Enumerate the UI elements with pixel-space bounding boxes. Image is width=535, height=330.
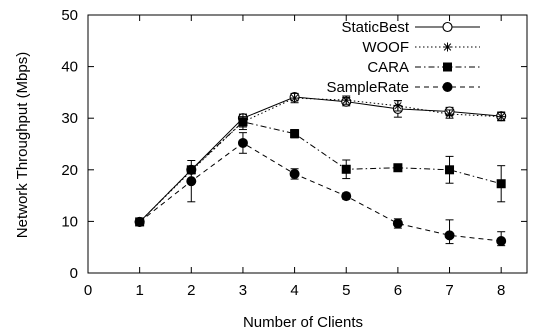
x-tick-label: 4 [290, 282, 298, 299]
plot-frame [87, 14, 528, 274]
marker-shape [341, 164, 351, 174]
x-tick-label: 5 [342, 282, 350, 299]
data-point-samplerate [392, 218, 403, 229]
y-tick-label: 30 [61, 110, 78, 127]
data-point-cara [496, 179, 506, 189]
marker-shape [496, 236, 507, 247]
series-samplerate [134, 132, 507, 247]
data-point-samplerate [237, 137, 248, 148]
marker-stroke [443, 43, 452, 51]
series-layer [134, 91, 507, 247]
legend: StaticBest WOOF CARA SampleRate [326, 19, 480, 96]
x-axis-label: Number of Clients [243, 314, 363, 330]
legend-label-cara: CARA [367, 59, 409, 76]
series-woof [135, 92, 506, 227]
data-point-samplerate [186, 176, 197, 187]
legend-label-staticbest: StaticBest [341, 19, 409, 36]
series-line-cara [139, 121, 502, 223]
x-tick-label: 2 [187, 282, 195, 299]
data-point-woof [445, 109, 455, 119]
marker-stroke [342, 96, 350, 104]
marker-shape [393, 163, 403, 173]
marker-shape [442, 21, 453, 33]
marker-shape [442, 82, 453, 92]
data-point-samplerate [134, 216, 145, 227]
series-cara [135, 116, 506, 227]
y-tick-label: 0 [70, 265, 78, 282]
marker-shape [290, 129, 300, 139]
x-tick-label: 3 [239, 282, 247, 299]
data-point-woof [496, 112, 506, 122]
marker-shape [445, 165, 455, 175]
marker-shape [443, 62, 452, 72]
marker-shape [238, 117, 248, 127]
x-tick-label: 1 [135, 282, 143, 299]
legend-entry-samplerate: SampleRate [326, 79, 480, 96]
legend-marker-samplerate [442, 82, 453, 92]
marker-shape [186, 176, 197, 187]
data-point-woof [393, 101, 403, 111]
marker-shape [289, 168, 300, 179]
legend-entry-staticbest: StaticBest [341, 19, 480, 36]
data-point-samplerate [341, 191, 352, 202]
legend-label-woof: WOOF [362, 39, 409, 56]
marker-stroke [497, 112, 505, 121]
marker-shape [444, 230, 455, 241]
y-tick-label: 50 [61, 7, 78, 24]
marker-shape [392, 218, 403, 229]
series-line-samplerate [139, 142, 502, 242]
data-point-samplerate [496, 236, 507, 247]
series-staticbest [134, 91, 507, 227]
x-tick-label: 8 [497, 282, 505, 299]
marker-stroke [445, 110, 454, 118]
marker-shape [496, 179, 506, 189]
y-tick-label: 20 [61, 162, 78, 179]
data-point-cara [290, 129, 300, 139]
data-point-cara [445, 165, 455, 175]
data-point-samplerate [444, 230, 455, 241]
x-tick-label: 7 [445, 282, 453, 299]
legend-label-samplerate: SampleRate [326, 79, 409, 96]
data-point-woof [290, 93, 300, 103]
marker-stroke [394, 102, 402, 110]
data-point-cara [393, 163, 403, 173]
legend-marker-cara [443, 62, 452, 72]
data-point-samplerate [289, 168, 300, 179]
marker-shape [237, 137, 248, 148]
x-tick-label: 0 [84, 282, 92, 299]
legend-entry-woof: WOOF [362, 39, 480, 56]
data-point-woof [341, 95, 351, 105]
y-axis-label: Network Throughput (Mbps) [14, 52, 31, 238]
ticks-layer: 0 10 20 30 40 50 0 1 2 3 4 5 6 7 8 [61, 7, 527, 299]
legend-marker-staticbest [442, 21, 453, 33]
data-point-cara [238, 117, 248, 127]
legend-marker-woof [443, 42, 452, 52]
data-point-cara [341, 164, 351, 174]
x-tick-label: 6 [394, 282, 402, 299]
marker-shape [341, 191, 352, 202]
marker-stroke [290, 94, 299, 102]
y-tick-label: 10 [61, 213, 78, 230]
marker-shape [134, 216, 145, 227]
axes-layer [87, 14, 528, 274]
legend-entry-cara: CARA [367, 59, 480, 76]
y-tick-label: 40 [61, 59, 78, 76]
series-line-woof [139, 97, 502, 223]
